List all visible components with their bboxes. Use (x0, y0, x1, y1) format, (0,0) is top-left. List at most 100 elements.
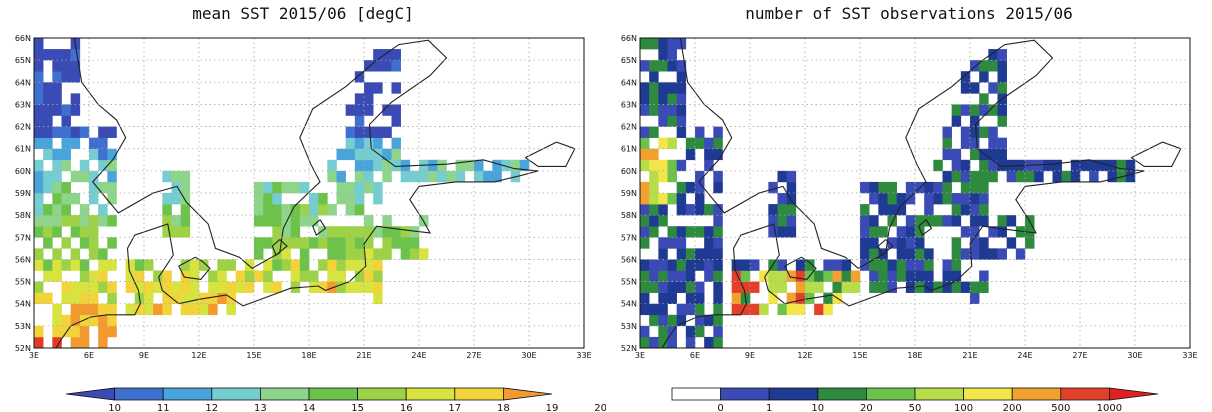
lat-tick-label: 64N (15, 78, 31, 87)
grid-cell (924, 270, 934, 282)
lat-tick-label: 63N (621, 100, 637, 109)
grid-cell (676, 314, 687, 327)
grid-cell (1089, 170, 1099, 183)
grid-cell (869, 193, 879, 205)
grid-cell (345, 237, 356, 249)
grid-cell (354, 159, 365, 172)
grid-cell (942, 170, 952, 183)
colorbar-label: 18 (497, 403, 510, 412)
grid-cell (713, 314, 723, 327)
grid-cell (658, 49, 668, 61)
grid-cell (1107, 159, 1117, 172)
grid-cell (373, 193, 383, 205)
grid-cell (235, 270, 246, 282)
grid-cell (905, 237, 916, 249)
grid-cell (658, 281, 668, 293)
grid-cell (786, 181, 797, 194)
grid-cell (667, 115, 677, 127)
grid-cell (896, 226, 907, 238)
grid-cell (713, 148, 723, 161)
grid-cell (740, 259, 751, 271)
grid-cell (640, 193, 650, 205)
grid-cell (860, 226, 870, 238)
colorbar-swatch (308, 387, 358, 401)
grid-cell (676, 104, 687, 116)
colorbar-label: 20 (860, 403, 873, 412)
grid-cell (437, 159, 447, 172)
grid-cell (391, 82, 401, 94)
grid-cell (704, 137, 714, 150)
lon-tick-label: 27E (466, 351, 481, 360)
grid-cell (61, 292, 71, 305)
grid-cell (786, 226, 797, 238)
grid-cell (254, 181, 264, 194)
grid-cell (327, 259, 337, 271)
grid-cell (263, 181, 273, 194)
grid-cell (364, 181, 374, 194)
graticule (34, 38, 584, 348)
grid-cell (704, 226, 714, 238)
sst-count-map: 52N 53N 54N 55N 56N 57N 58N 59N 60N 61N 62N 63N 64N 6… (621, 34, 1198, 412)
grid-cell (676, 71, 687, 83)
grid-cell (896, 237, 907, 249)
grid-cell (364, 248, 374, 260)
grid-cell (713, 170, 723, 183)
grid-cell (649, 215, 659, 227)
grid-cell (860, 215, 870, 227)
colorbar-swatch (114, 387, 164, 401)
grid-cell (685, 270, 696, 282)
grid-cell (52, 314, 62, 327)
grid-cell (823, 259, 833, 271)
grid-cell (364, 60, 374, 72)
grid-cell (455, 159, 466, 172)
grid-cell (713, 215, 723, 227)
grid-cell (640, 204, 650, 216)
grid-cell (336, 248, 346, 260)
grid-cell (979, 159, 989, 172)
grid-cell (1034, 159, 1044, 172)
grid-cell (134, 303, 145, 316)
grid-cell (510, 159, 521, 172)
grid-cell (649, 159, 659, 172)
grid-cell (667, 38, 677, 50)
colorbar-label: 20 (594, 403, 606, 412)
colorbar-label: 1000 (1097, 403, 1122, 412)
grid-cell (667, 259, 677, 271)
colorbar-label: 1 (766, 403, 772, 412)
grid-cell (34, 115, 44, 127)
lat-tick-label: 61N (621, 145, 637, 154)
grid-cell (676, 159, 687, 172)
grid-cell (345, 104, 356, 116)
grid-cell (318, 237, 328, 249)
panel-title: mean SST 2015/06 [degC] (192, 4, 414, 23)
grid-cell (43, 148, 53, 161)
grid-cell (34, 137, 44, 150)
grid-cell (299, 204, 310, 216)
grid-cell (437, 170, 447, 183)
grid-cell (400, 170, 411, 183)
grid-cell (695, 281, 705, 293)
grid-cell (676, 303, 687, 316)
grid-cell (1070, 159, 1081, 172)
lon-tick-label: 27E (1072, 351, 1087, 360)
grid-cell (318, 193, 328, 205)
grid-cell (171, 292, 181, 305)
grid-cell (98, 159, 108, 172)
grid-cell (704, 148, 714, 161)
grid-cell (786, 193, 797, 205)
grid-cell (960, 71, 971, 83)
grid-cell (299, 248, 310, 260)
grid-cell (658, 215, 668, 227)
grid-cell (364, 215, 374, 227)
grid-cell (34, 292, 44, 305)
grid-cell (373, 181, 383, 194)
grid-cell (777, 270, 787, 282)
grid-cell (942, 193, 952, 205)
lat-tick-label: 60N (621, 167, 637, 176)
grid-cell (667, 49, 677, 61)
grid-cell (979, 170, 989, 183)
grid-cell (144, 303, 154, 316)
grid-cell (43, 126, 53, 138)
lon-tick-label: 15E (246, 351, 261, 360)
grid-cell (272, 215, 282, 227)
